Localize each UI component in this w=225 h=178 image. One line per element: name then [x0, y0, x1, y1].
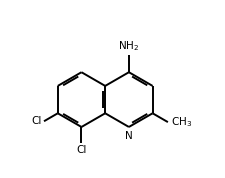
- Text: CH$_3$: CH$_3$: [170, 115, 191, 129]
- Text: Cl: Cl: [76, 145, 86, 155]
- Text: NH$_2$: NH$_2$: [118, 39, 139, 53]
- Text: N: N: [124, 131, 132, 141]
- Text: Cl: Cl: [32, 116, 42, 126]
